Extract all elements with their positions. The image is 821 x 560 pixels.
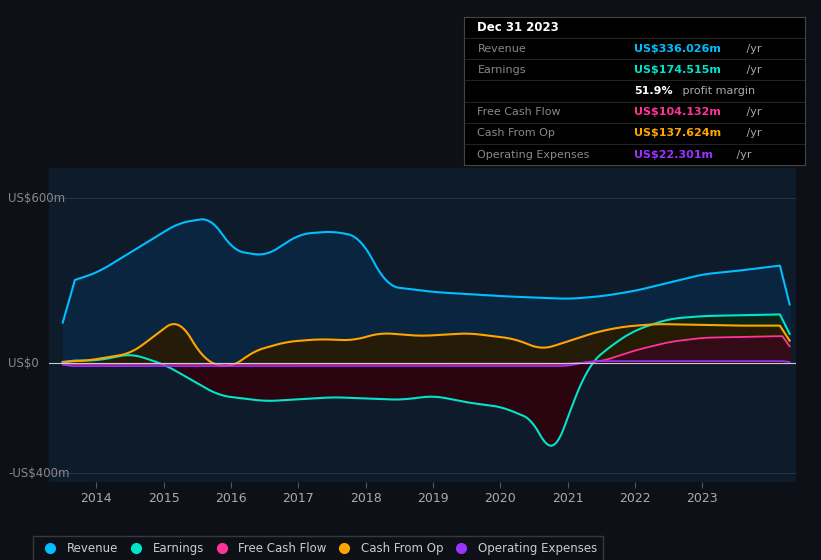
Text: US$137.624m: US$137.624m [635,128,722,138]
Text: Dec 31 2023: Dec 31 2023 [478,21,559,34]
Text: Free Cash Flow: Free Cash Flow [478,107,561,117]
Text: /yr: /yr [742,65,761,75]
Text: US$0: US$0 [8,357,39,370]
Text: /yr: /yr [742,128,761,138]
Text: profit margin: profit margin [678,86,754,96]
Text: -US$400m: -US$400m [8,467,70,480]
Text: /yr: /yr [742,107,761,117]
Text: /yr: /yr [733,150,751,160]
Text: US$174.515m: US$174.515m [635,65,721,75]
Text: Cash From Op: Cash From Op [478,128,555,138]
Text: /yr: /yr [742,44,761,54]
Text: 51.9%: 51.9% [635,86,673,96]
Legend: Revenue, Earnings, Free Cash Flow, Cash From Op, Operating Expenses: Revenue, Earnings, Free Cash Flow, Cash … [33,536,603,560]
Text: US$104.132m: US$104.132m [635,107,721,117]
Text: US$600m: US$600m [8,192,66,205]
Text: US$22.301m: US$22.301m [635,150,713,160]
Text: Operating Expenses: Operating Expenses [478,150,589,160]
Text: Earnings: Earnings [478,65,526,75]
Text: US$336.026m: US$336.026m [635,44,721,54]
Text: Revenue: Revenue [478,44,526,54]
